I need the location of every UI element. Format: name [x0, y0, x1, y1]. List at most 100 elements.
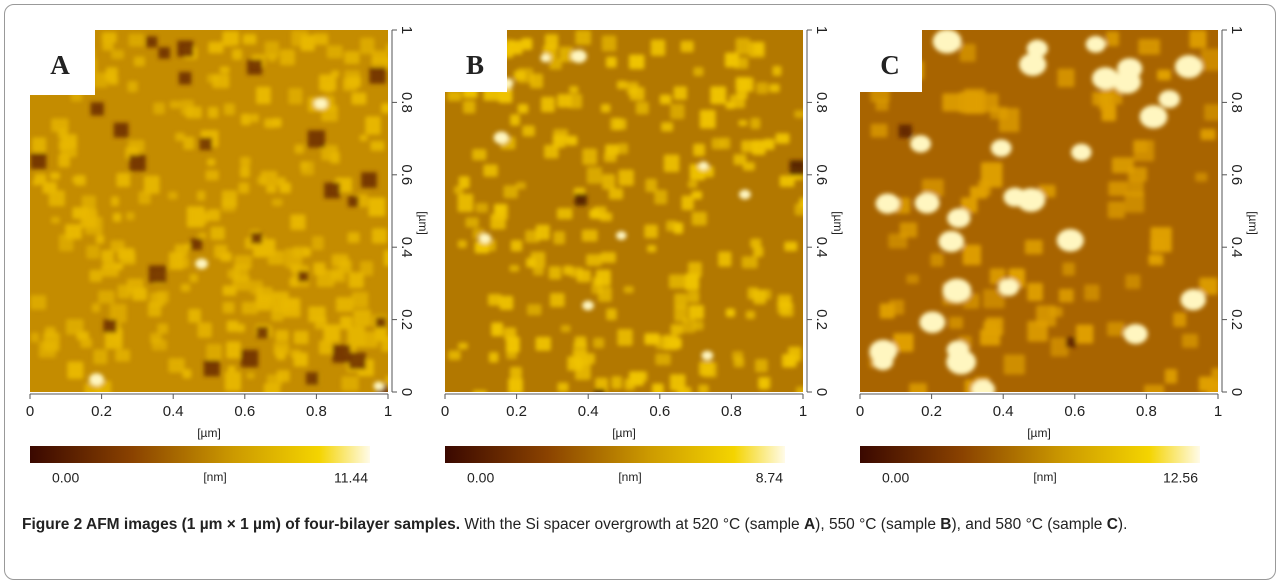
afm-dot	[293, 215, 303, 228]
afm-dot	[602, 173, 616, 190]
afm-dot	[795, 386, 803, 392]
afm-dot	[552, 134, 566, 148]
afm-island	[493, 131, 509, 145]
afm-dot	[105, 67, 118, 79]
afm-dot	[221, 198, 236, 212]
afm-dot	[698, 384, 709, 392]
afm-dot	[599, 212, 613, 222]
afm-features	[447, 30, 803, 392]
afm-dot	[644, 333, 660, 345]
afm-dot	[510, 240, 523, 252]
afm-dot	[688, 261, 702, 278]
afm-dot	[266, 374, 283, 386]
afm-dot	[458, 176, 470, 189]
afm-dot	[693, 67, 704, 77]
y-tick-label: 0.6	[813, 164, 830, 185]
afm-island	[1180, 289, 1206, 311]
afm-pit	[594, 388, 606, 392]
afm-dot	[67, 362, 84, 379]
afm-dot	[1199, 277, 1218, 295]
afm-dot	[668, 274, 685, 289]
afm-island	[478, 233, 492, 244]
afm-dot	[371, 228, 388, 244]
afm-dot	[207, 209, 220, 222]
afm-dot	[238, 182, 250, 194]
afm-island	[971, 379, 996, 392]
afm-dot	[606, 308, 617, 321]
afm-dot	[112, 212, 122, 222]
afm-dot	[626, 81, 639, 95]
afm-dot	[50, 216, 60, 224]
afm-pit	[90, 102, 104, 116]
afm-dot	[540, 96, 555, 113]
afm-dot	[655, 353, 671, 366]
afm-dot	[617, 143, 629, 155]
y-tick-label: 1	[398, 26, 415, 34]
afm-dot	[674, 306, 688, 322]
y-tick-label: 1	[1228, 26, 1245, 34]
afm-dot	[188, 308, 201, 323]
afm-dot	[544, 34, 559, 49]
afm-dot	[110, 196, 120, 207]
afm-pit	[177, 40, 194, 57]
afm-dot	[347, 76, 361, 88]
afm-dot	[549, 58, 562, 70]
afm-dot	[635, 101, 649, 115]
afm-dot	[1076, 324, 1094, 344]
x-unit: [µm]	[197, 426, 221, 440]
afm-dot	[340, 316, 353, 330]
afm-dot	[348, 272, 364, 289]
afm-dot	[693, 143, 705, 157]
afm-dot	[741, 256, 758, 269]
afm-dot	[210, 226, 225, 240]
afm-island	[1056, 229, 1084, 252]
x-tick-label: 0	[441, 403, 449, 420]
afm-dot	[205, 170, 219, 181]
y-tick-label: 0.6	[398, 164, 415, 185]
afm-dot	[293, 352, 308, 367]
caption-text: With the Si spacer overgrowth at 520 °C …	[460, 516, 804, 533]
afm-image	[445, 30, 803, 392]
afm-dot	[279, 182, 291, 194]
afm-dot	[589, 209, 600, 219]
afm-dot	[532, 267, 544, 276]
afm-pit	[375, 317, 386, 328]
afm-dot	[1057, 68, 1075, 88]
afm-dot	[359, 134, 368, 142]
afm-dot	[151, 339, 168, 351]
afm-dot	[637, 371, 648, 382]
colorbar-unit: [nm]	[618, 470, 641, 484]
afm-dot	[735, 37, 750, 55]
afm-dot	[563, 265, 573, 276]
afm-dot	[184, 243, 193, 250]
x-tick-label: 0.4	[993, 403, 1014, 420]
afm-dot	[267, 250, 285, 265]
afm-dot	[319, 340, 333, 355]
afm-dot	[196, 190, 206, 201]
afm-dot	[341, 376, 359, 391]
afm-dot	[323, 82, 333, 93]
afm-dot	[998, 108, 1020, 133]
afm-dot	[775, 133, 790, 144]
afm-dot	[962, 244, 982, 266]
afm-dot	[294, 144, 305, 154]
afm-dot	[121, 252, 136, 265]
afm-dot	[889, 299, 905, 315]
afm-dot	[168, 191, 178, 200]
afm-pit	[574, 193, 587, 206]
afm-island	[1019, 53, 1047, 76]
afm-pit	[361, 172, 377, 188]
afm-dot	[753, 246, 764, 257]
colorbar-unit: [nm]	[203, 470, 226, 484]
afm-island	[998, 278, 1019, 297]
afm-dot	[368, 197, 386, 217]
afm-dot	[222, 301, 235, 314]
afm-island	[1139, 105, 1168, 129]
afm-dot	[691, 211, 707, 226]
afm-dot	[752, 139, 766, 155]
afm-dot	[750, 238, 762, 249]
afm-island	[314, 97, 328, 110]
afm-pit	[256, 326, 269, 339]
afm-island	[1113, 70, 1141, 94]
afm-dot	[347, 326, 366, 348]
